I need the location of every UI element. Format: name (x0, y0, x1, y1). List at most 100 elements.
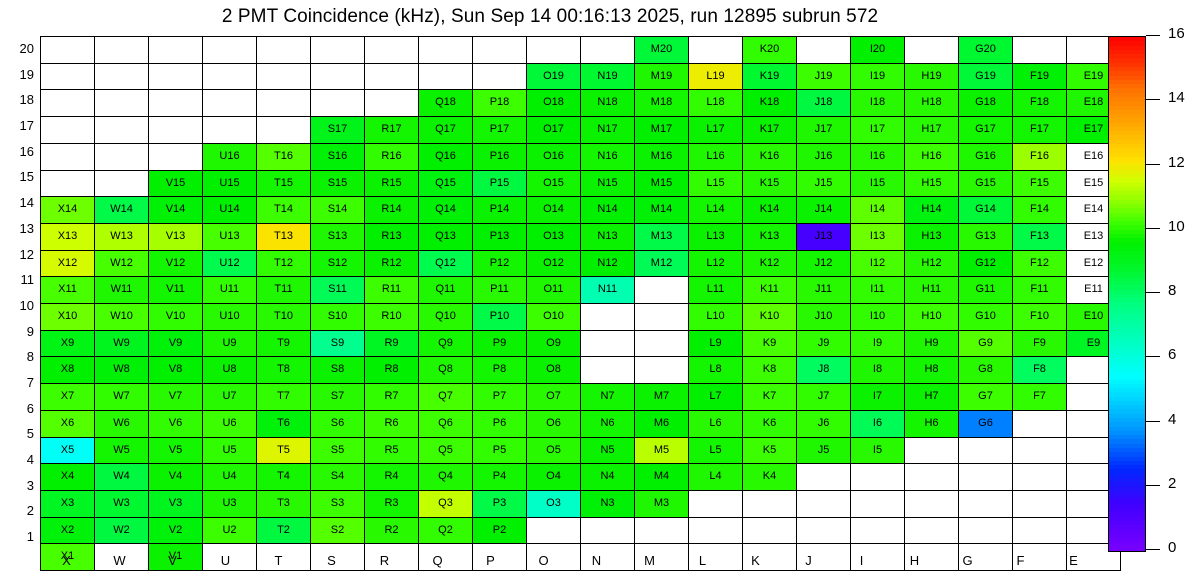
heatmap-cell-N17[interactable]: N17 (580, 116, 635, 144)
heatmap-cell-W4[interactable]: W4 (94, 463, 149, 491)
heatmap-cell-M16[interactable]: M16 (634, 142, 689, 171)
heatmap-cell-N13[interactable]: N13 (580, 222, 635, 251)
heatmap-cell-S8[interactable]: S8 (310, 356, 365, 385)
heatmap-cell-F8[interactable]: F8 (1012, 356, 1067, 385)
heatmap-cell-F9[interactable]: F9 (1012, 329, 1067, 358)
heatmap-cell-P17[interactable]: P17 (472, 116, 527, 144)
heatmap-cell-H15[interactable]: H15 (904, 169, 959, 198)
heatmap-cell-F11[interactable]: F11 (1012, 276, 1067, 305)
heatmap-cell-N18[interactable]: N18 (580, 89, 635, 118)
heatmap-cell-R3[interactable]: R3 (364, 489, 419, 518)
heatmap-cell-W5[interactable]: W5 (94, 436, 149, 465)
heatmap-cell-F13[interactable]: F13 (1012, 222, 1067, 251)
heatmap-cell-L10[interactable]: L10 (688, 303, 743, 331)
heatmap-cell-U4[interactable]: U4 (202, 463, 257, 491)
heatmap-cell-L15[interactable]: L15 (688, 169, 743, 198)
heatmap-cell-P14[interactable]: P14 (472, 196, 527, 224)
heatmap-cell-X10[interactable]: X10 (40, 303, 95, 331)
heatmap-cell-P4[interactable]: P4 (472, 463, 527, 491)
heatmap-cell-L5[interactable]: L5 (688, 436, 743, 465)
heatmap-cell-W10[interactable]: W10 (94, 303, 149, 331)
heatmap-cell-I10[interactable]: I10 (850, 303, 905, 331)
heatmap-cell-K15[interactable]: K15 (742, 169, 797, 198)
heatmap-cell-G11[interactable]: G11 (958, 276, 1013, 305)
heatmap-cell-T4[interactable]: T4 (256, 463, 311, 491)
heatmap-cell-P10[interactable]: P10 (472, 303, 527, 331)
heatmap-cell-U7[interactable]: U7 (202, 383, 257, 411)
heatmap-cell-O15[interactable]: O15 (526, 169, 581, 198)
heatmap-cell-T8[interactable]: T8 (256, 356, 311, 385)
heatmap-cell-K14[interactable]: K14 (742, 196, 797, 224)
heatmap-cell-M17[interactable]: M17 (634, 116, 689, 144)
heatmap-cell-U5[interactable]: U5 (202, 436, 257, 465)
heatmap-cell-N15[interactable]: N15 (580, 169, 635, 198)
heatmap-cell-K4[interactable]: K4 (742, 463, 797, 491)
heatmap-cell-Q16[interactable]: Q16 (418, 142, 473, 171)
heatmap-cell-L19[interactable]: L19 (688, 62, 743, 91)
heatmap-cell-F10[interactable]: F10 (1012, 303, 1067, 331)
heatmap-cell-R17[interactable]: R17 (364, 116, 419, 144)
heatmap-cell-J9[interactable]: J9 (796, 329, 851, 358)
heatmap-cell-N4[interactable]: N4 (580, 463, 635, 491)
heatmap-cell-X2[interactable]: X2 (40, 516, 95, 545)
heatmap-cell-J12[interactable]: J12 (796, 249, 851, 278)
heatmap-cell-J8[interactable]: J8 (796, 356, 851, 385)
heatmap-cell-G15[interactable]: G15 (958, 169, 1013, 198)
heatmap-cell-V15[interactable]: V15 (148, 169, 203, 198)
heatmap-cell-W7[interactable]: W7 (94, 383, 149, 411)
heatmap-cell-N11[interactable]: N11 (580, 276, 635, 305)
heatmap-cell-V7[interactable]: V7 (148, 383, 203, 411)
heatmap-cell-X5[interactable]: X5 (40, 436, 95, 465)
heatmap-cell-R11[interactable]: R11 (364, 276, 419, 305)
heatmap-cell-L8[interactable]: L8 (688, 356, 743, 385)
heatmap-cell-J17[interactable]: J17 (796, 116, 851, 144)
heatmap-cell-W14[interactable]: W14 (94, 196, 149, 224)
heatmap-cell-P6[interactable]: P6 (472, 409, 527, 438)
heatmap-cell-J14[interactable]: J14 (796, 196, 851, 224)
heatmap-cell-V11[interactable]: V11 (148, 276, 203, 305)
heatmap-cell-K8[interactable]: K8 (742, 356, 797, 385)
heatmap-cell-J13[interactable]: J13 (796, 222, 851, 251)
heatmap-cell-V5[interactable]: V5 (148, 436, 203, 465)
heatmap-cell-Q18[interactable]: Q18 (418, 89, 473, 118)
heatmap-cell-L13[interactable]: L13 (688, 222, 743, 251)
heatmap-cell-H19[interactable]: H19 (904, 62, 959, 91)
heatmap-cell-K9[interactable]: K9 (742, 329, 797, 358)
heatmap-cell-N12[interactable]: N12 (580, 249, 635, 278)
heatmap-cell-Q3[interactable]: Q3 (418, 489, 473, 518)
heatmap-cell-J6[interactable]: J6 (796, 409, 851, 438)
heatmap-cell-T11[interactable]: T11 (256, 276, 311, 305)
heatmap-cell-U16[interactable]: U16 (202, 142, 257, 171)
heatmap-cell-V14[interactable]: V14 (148, 196, 203, 224)
heatmap-cell-I12[interactable]: I12 (850, 249, 905, 278)
heatmap-cell-F17[interactable]: F17 (1012, 116, 1067, 144)
heatmap-cell-T13[interactable]: T13 (256, 222, 311, 251)
heatmap-cell-F14[interactable]: F14 (1012, 196, 1067, 224)
heatmap-cell-G10[interactable]: G10 (958, 303, 1013, 331)
heatmap-cell-M7[interactable]: M7 (634, 383, 689, 411)
heatmap-cell-P13[interactable]: P13 (472, 222, 527, 251)
heatmap-cell-H14[interactable]: H14 (904, 196, 959, 224)
heatmap-cell-V4[interactable]: V4 (148, 463, 203, 491)
heatmap-cell-Q14[interactable]: Q14 (418, 196, 473, 224)
heatmap-cell-S2[interactable]: S2 (310, 516, 365, 545)
heatmap-cell-M6[interactable]: M6 (634, 409, 689, 438)
heatmap-cell-O14[interactable]: O14 (526, 196, 581, 224)
heatmap-cell-M15[interactable]: M15 (634, 169, 689, 198)
heatmap-cell-X14[interactable]: X14 (40, 196, 95, 224)
heatmap-cell-W9[interactable]: W9 (94, 329, 149, 358)
heatmap-cell-R5[interactable]: R5 (364, 436, 419, 465)
heatmap-cell-N5[interactable]: N5 (580, 436, 635, 465)
heatmap-cell-O11[interactable]: O11 (526, 276, 581, 305)
heatmap-cell-F19[interactable]: F19 (1012, 62, 1067, 91)
heatmap-cell-W6[interactable]: W6 (94, 409, 149, 438)
heatmap-cell-S5[interactable]: S5 (310, 436, 365, 465)
heatmap-cell-M19[interactable]: M19 (634, 62, 689, 91)
heatmap-cell-H11[interactable]: H11 (904, 276, 959, 305)
heatmap-cell-L17[interactable]: L17 (688, 116, 743, 144)
heatmap-cell-T3[interactable]: T3 (256, 489, 311, 518)
heatmap-cell-I7[interactable]: I7 (850, 383, 905, 411)
heatmap-cell-I8[interactable]: I8 (850, 356, 905, 385)
heatmap-cell-I5[interactable]: I5 (850, 436, 905, 465)
heatmap-cell-L7[interactable]: L7 (688, 383, 743, 411)
